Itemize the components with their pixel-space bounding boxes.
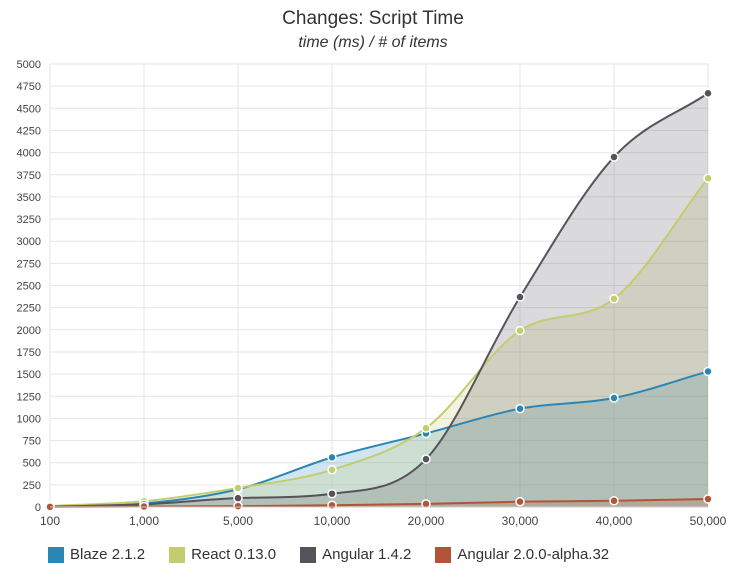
data-point-react-0-13-0[interactable] xyxy=(609,294,619,304)
grid-layer xyxy=(49,63,709,508)
series-line-blaze-2-1-2 xyxy=(49,370,709,508)
data-point-react-0-13-0[interactable] xyxy=(233,483,243,493)
legend-item-angular-1-4-2[interactable]: Angular 1.4.2 xyxy=(300,546,411,563)
data-point-react-0-13-0[interactable] xyxy=(515,325,525,336)
legend-item-blaze-2-1-2[interactable]: Blaze 2.1.2 xyxy=(48,546,145,563)
y-tick-label: 0 xyxy=(35,502,41,514)
axis-layer: 0 250 500 750 1000 1250 1500 1750 2000 2250 2500 27… xyxy=(17,59,727,528)
data-point-angular-2-0-0-alpha-32[interactable] xyxy=(515,496,525,507)
data-point-blaze-2-1-2[interactable] xyxy=(515,403,525,414)
series-area-react-0-13-0 xyxy=(50,178,708,507)
legend-item-angular-2-0-0-alpha-32[interactable]: Angular 2.0.0-alpha.32 xyxy=(435,546,609,563)
data-point-blaze-2-1-2[interactable] xyxy=(327,452,337,463)
y-tick-label: 3500 xyxy=(17,192,41,204)
x-tick-label: 5,000 xyxy=(223,514,253,528)
legend-swatch xyxy=(435,546,452,563)
y-tick-label: 4500 xyxy=(17,103,41,115)
legend-item-react-0-13-0[interactable]: React 0.13.0 xyxy=(169,546,276,563)
data-point-angular-2-0-0-alpha-32[interactable] xyxy=(327,500,337,510)
data-point-angular-1-4-2[interactable] xyxy=(421,454,431,464)
data-point-angular-2-0-0-alpha-32[interactable] xyxy=(609,496,619,506)
legend-swatch xyxy=(300,546,317,563)
data-point-angular-2-0-0-alpha-32[interactable] xyxy=(233,501,243,511)
y-tick-label: 4250 xyxy=(17,125,41,137)
data-point-angular-1-4-2[interactable] xyxy=(233,493,243,503)
data-point-angular-1-4-2[interactable] xyxy=(703,88,713,98)
x-tick-label: 1,000 xyxy=(129,514,159,528)
legend-label: Blaze 2.1.2 xyxy=(70,546,146,563)
legend-swatch xyxy=(48,546,64,563)
data-point-react-0-13-0[interactable] xyxy=(327,465,337,475)
y-tick-label: 250 xyxy=(23,480,41,492)
data-point-react-0-13-0[interactable] xyxy=(421,423,431,433)
y-tick-label: 2500 xyxy=(17,281,41,293)
legend-label: Angular 1.4.2 xyxy=(322,546,412,563)
data-point-angular-2-0-0-alpha-32[interactable] xyxy=(421,499,431,509)
series-area-angular-2-0-0-alpha-32 xyxy=(50,499,708,507)
y-tick-label: 500 xyxy=(23,458,41,470)
point-layer xyxy=(45,88,713,512)
series-line-angular-1-4-2 xyxy=(49,92,709,508)
legend-label: React 0.13.0 xyxy=(191,546,277,563)
y-tick-label: 4750 xyxy=(17,81,41,93)
y-tick-label: 1250 xyxy=(17,391,41,403)
x-tick-label: 100 xyxy=(40,514,60,528)
y-tick-label: 750 xyxy=(23,436,41,448)
x-tick-label: 40,000 xyxy=(596,514,633,528)
y-tick-label: 5000 xyxy=(17,59,41,71)
y-tick-label: 2000 xyxy=(17,325,41,337)
x-tick-label: 10,000 xyxy=(314,514,351,528)
y-tick-label: 1000 xyxy=(17,413,41,425)
series-area-angular-1-4-2 xyxy=(50,93,708,507)
data-point-angular-1-4-2[interactable] xyxy=(609,152,619,162)
data-point-react-0-13-0[interactable] xyxy=(703,173,713,184)
data-point-angular-1-4-2[interactable] xyxy=(515,292,525,302)
x-tick-label: 30,000 xyxy=(502,514,539,528)
y-tick-label: 3250 xyxy=(17,214,41,226)
y-tick-label: 2250 xyxy=(17,303,41,315)
legend-label: Angular 2.0.0-alpha.32 xyxy=(457,546,610,563)
x-tick-label: 50,000 xyxy=(690,514,727,528)
script-time-chart: 0 250 500 750 1000 1250 1500 1750 2000 2250 2500 27… xyxy=(17,59,727,528)
y-tick-label: 1500 xyxy=(17,369,41,381)
y-tick-label: 2750 xyxy=(17,258,41,270)
x-tick-label: 20,000 xyxy=(408,514,445,528)
legend-swatch xyxy=(169,546,186,563)
area-layer xyxy=(50,93,708,507)
y-tick-label: 4000 xyxy=(17,148,41,160)
data-point-blaze-2-1-2[interactable] xyxy=(609,393,619,403)
chart-title: Changes: Script Time xyxy=(282,8,464,29)
y-tick-label: 1750 xyxy=(17,347,41,359)
chart-legend: Blaze 2.1.2 React 0.13.0 Angular 1.4.2 Angu… xyxy=(48,546,633,563)
series-area-blaze-2-1-2 xyxy=(50,371,708,507)
data-point-angular-2-0-0-alpha-32[interactable] xyxy=(703,494,713,504)
chart-subtitle: time (ms) / # of items xyxy=(298,34,448,51)
y-tick-label: 3750 xyxy=(17,170,41,182)
y-tick-label: 3000 xyxy=(17,236,41,248)
data-point-blaze-2-1-2[interactable] xyxy=(703,366,713,377)
data-point-angular-1-4-2[interactable] xyxy=(327,488,337,499)
